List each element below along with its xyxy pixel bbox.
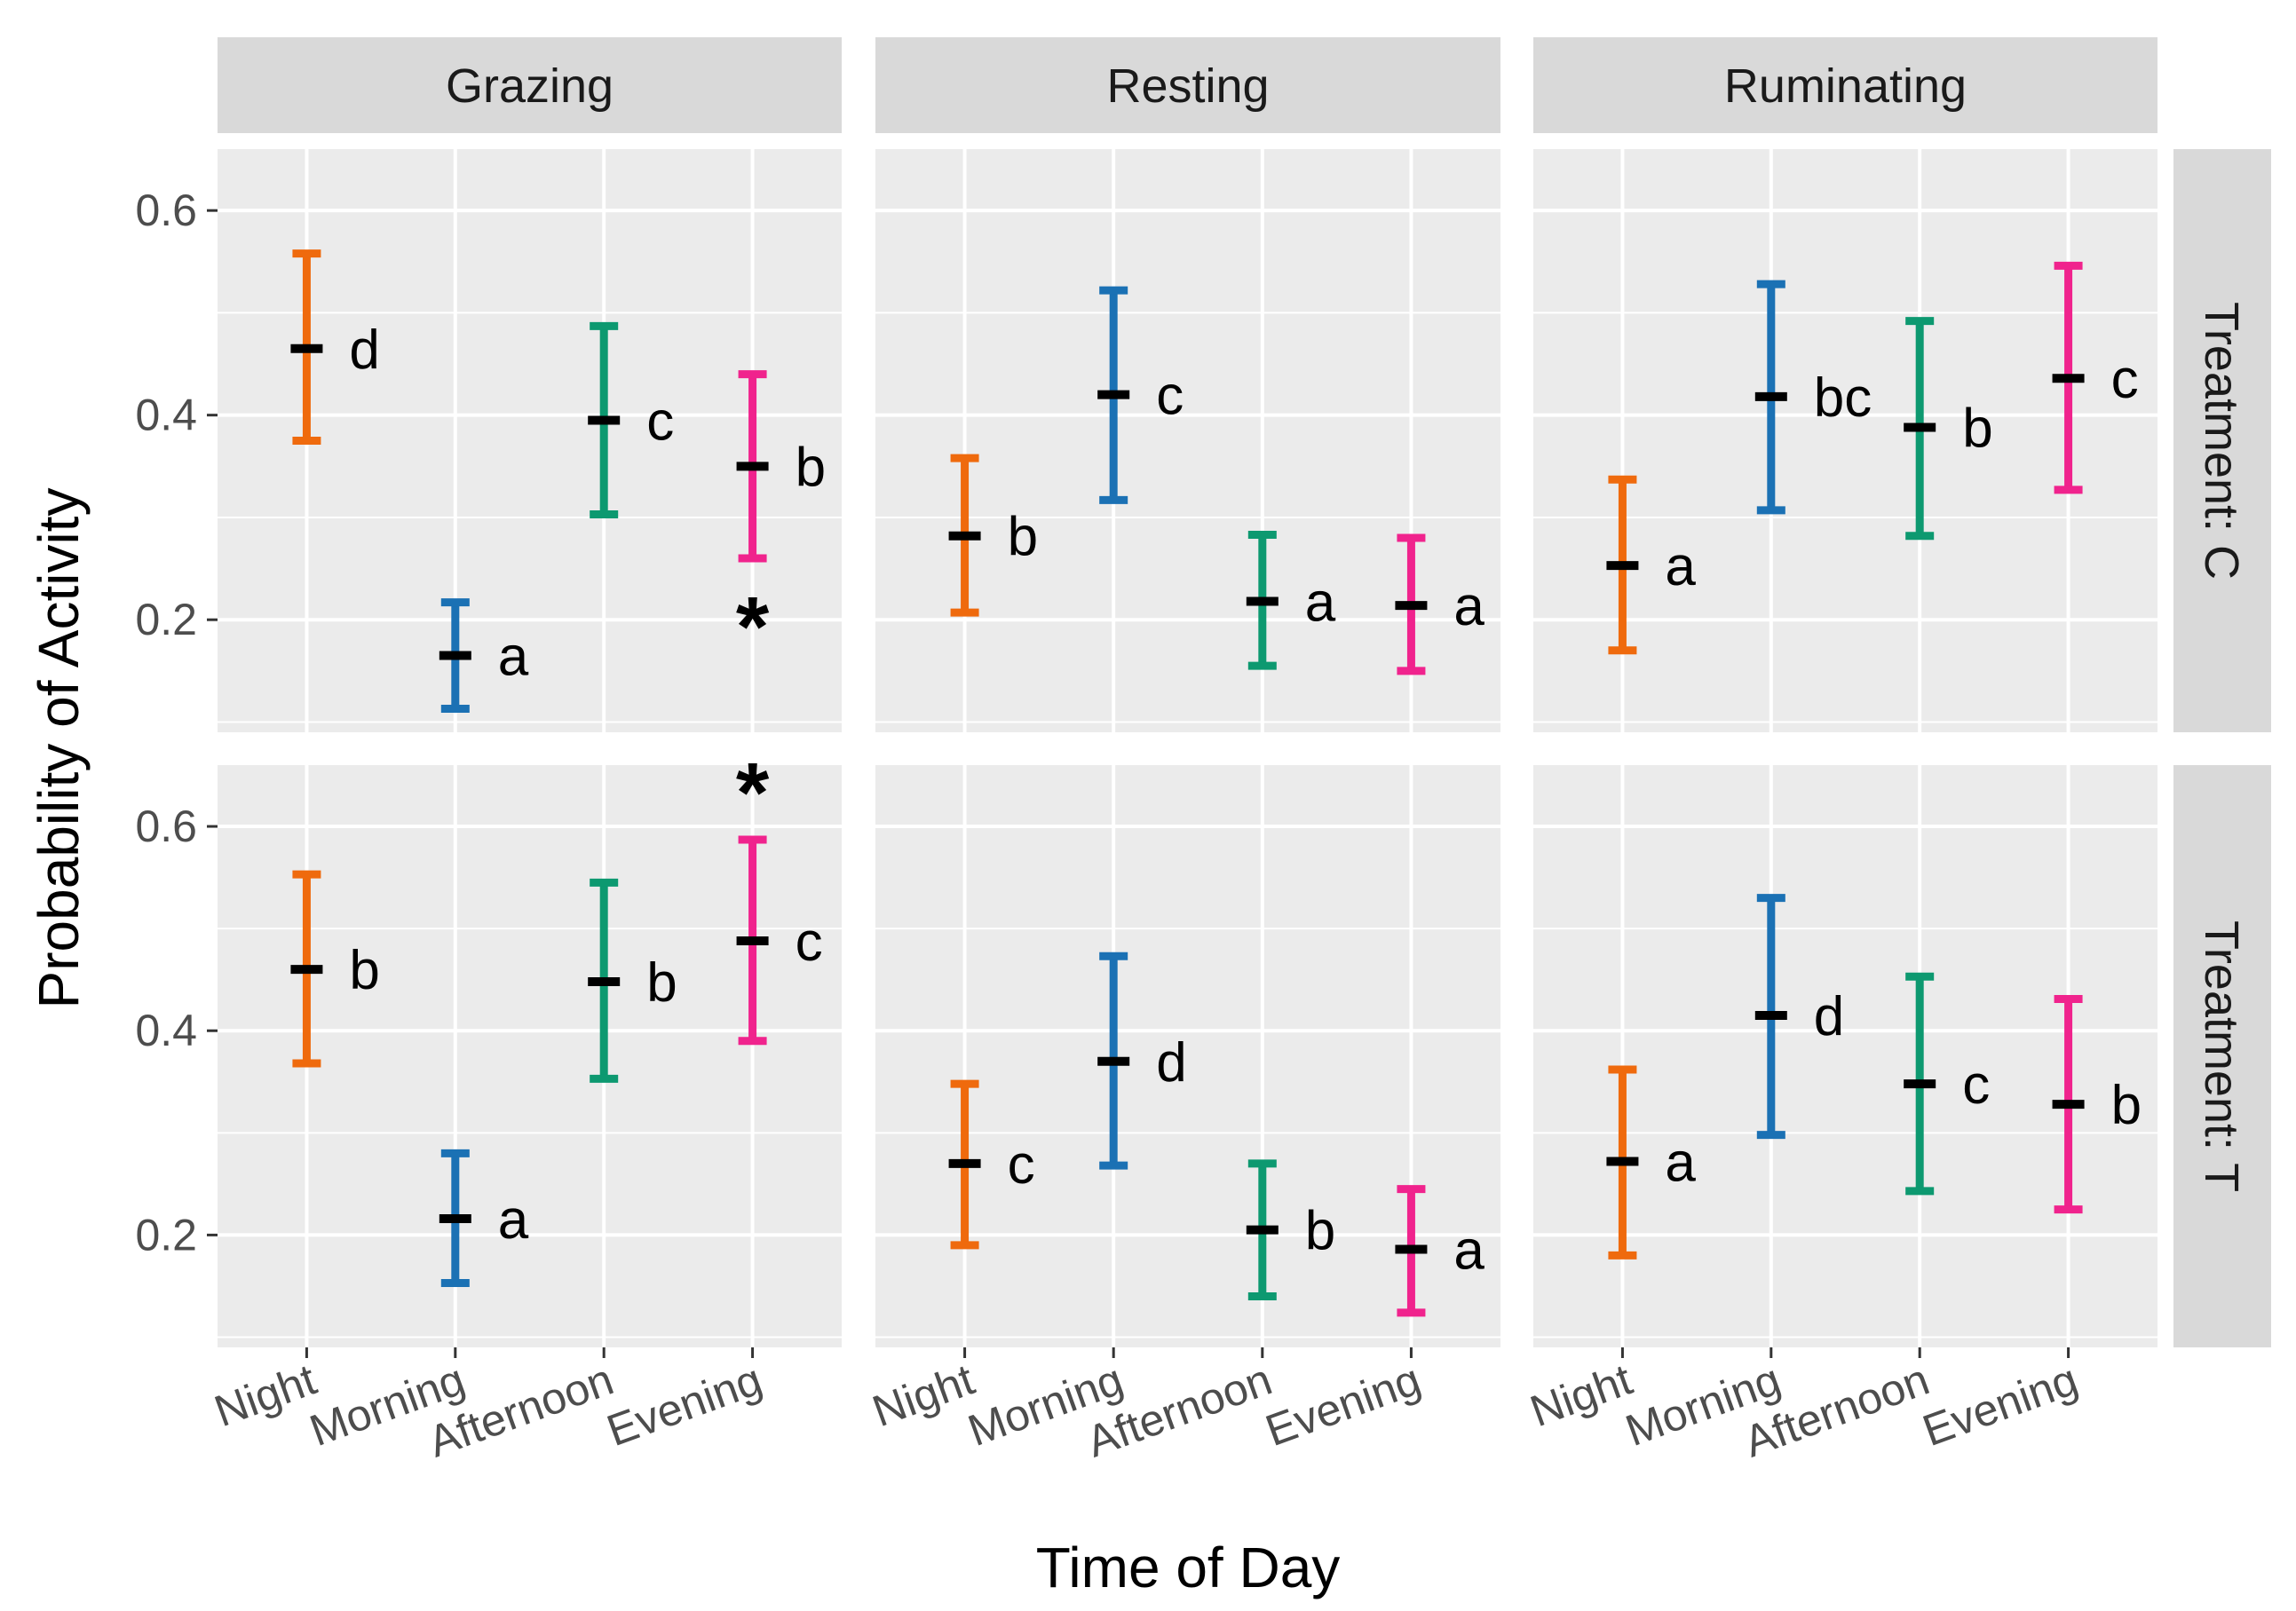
significance-letter: a <box>1453 1220 1484 1282</box>
significance-letter: c <box>2111 349 2139 410</box>
errorbar-resting-treatment-c-evening: a <box>1395 533 1484 675</box>
errorbar-grazing-treatment-t-morning: a <box>439 1149 529 1287</box>
strips-layer: Grazing Resting Ruminating Treatment: C Trea… <box>218 37 2271 1347</box>
errorbar-grazing-treatment-t-evening: c* <box>736 746 823 1046</box>
errorbar-resting-treatment-c-afternoon: a <box>1246 531 1336 670</box>
errorbar-ruminating-treatment-t-evening: b <box>2052 995 2142 1214</box>
strip-label-treatment-t: Treatment: T <box>2195 920 2248 1192</box>
strip-grazing <box>218 37 842 133</box>
x-tick-label-evening: Evening <box>1259 1354 1427 1456</box>
x-tick-label-night: Night <box>866 1354 980 1437</box>
significance-letter: b <box>646 952 677 1014</box>
x-axis-title: Time of Day <box>1036 1536 1341 1599</box>
errorbar-ruminating-treatment-c-night: a <box>1606 475 1696 655</box>
significance-letter: a <box>498 1189 529 1251</box>
y-tick-label: 0.2 <box>135 595 197 644</box>
significance-star: * <box>736 580 770 675</box>
errorbar-ruminating-treatment-c-morning: bc <box>1754 280 1872 515</box>
panel-background-grazing-treatment-c <box>218 149 842 732</box>
significance-letter: c <box>1156 366 1184 427</box>
significance-letter: d <box>1156 1032 1186 1094</box>
x-tick-label-night: Night <box>1524 1354 1638 1437</box>
errorbar-grazing-treatment-c-night: d <box>290 249 380 445</box>
errorbar-ruminating-treatment-c-evening: c <box>2052 261 2139 494</box>
errorbar-grazing-treatment-c-evening: b* <box>736 370 826 675</box>
x-tick-label-night: Night <box>208 1354 322 1437</box>
significance-letter: a <box>1665 1133 1696 1194</box>
errorbar-grazing-treatment-t-night: b <box>290 870 380 1068</box>
significance-letter: a <box>1305 572 1336 633</box>
panels-layer <box>218 149 2157 1347</box>
significance-letter: d <box>349 320 379 381</box>
errorbar-ruminating-treatment-c-afternoon: b <box>1904 317 1993 541</box>
y-tick-label: 0.6 <box>135 186 197 235</box>
y-tick-label: 0.4 <box>135 391 197 440</box>
x-tick-label-evening: Evening <box>600 1354 768 1456</box>
significance-star: * <box>736 746 770 841</box>
significance-letter: a <box>1665 536 1696 597</box>
significance-letter: b <box>349 940 379 1001</box>
panel-background-grazing-treatment-t <box>218 765 842 1347</box>
strip-treatment-t <box>2173 765 2271 1347</box>
y-tick-label: 0.6 <box>135 802 197 851</box>
errorbar-grazing-treatment-c-morning: a <box>439 598 529 713</box>
errorbar-resting-treatment-t-afternoon: b <box>1246 1159 1335 1300</box>
strip-label-ruminating: Ruminating <box>1724 59 1967 113</box>
significance-letter: b <box>1008 507 1038 568</box>
errorbar-grazing-treatment-c-afternoon: c <box>588 321 674 518</box>
significance-letter: c <box>1962 1054 1990 1116</box>
significance-letter: c <box>1008 1134 1035 1196</box>
errorbar-resting-treatment-c-night: b <box>948 454 1038 617</box>
strip-label-treatment-c: Treatment: C <box>2195 302 2248 580</box>
strip-label-resting: Resting <box>1106 59 1269 113</box>
strip-resting <box>875 37 1500 133</box>
errorbar-ruminating-treatment-t-night: a <box>1606 1065 1696 1260</box>
y-tick-label: 0.2 <box>135 1210 197 1260</box>
errorbar-resting-treatment-t-evening: a <box>1395 1185 1484 1317</box>
errorbar-ruminating-treatment-t-afternoon: c <box>1904 972 1990 1196</box>
y-tick-label: 0.4 <box>135 1006 197 1055</box>
errorbar-resting-treatment-c-morning: c <box>1097 286 1184 504</box>
significance-letter: c <box>646 391 674 452</box>
significance-letter: b <box>1962 399 1992 460</box>
significance-letter: a <box>1453 576 1484 637</box>
significance-letter: c <box>796 912 823 973</box>
significance-letter: b <box>1305 1201 1335 1262</box>
errorbar-resting-treatment-t-morning: d <box>1097 952 1187 1170</box>
strip-label-grazing: Grazing <box>446 59 614 113</box>
strip-ruminating <box>1533 37 2157 133</box>
errorbar-ruminating-treatment-t-morning: d <box>1754 894 1844 1140</box>
panel-background-resting-treatment-c <box>875 149 1500 732</box>
panel-background-ruminating-treatment-c <box>1533 149 2157 732</box>
x-tick-label-evening: Evening <box>1916 1354 2084 1456</box>
errorbar-resting-treatment-t-night: c <box>948 1079 1035 1250</box>
significance-letter: a <box>498 627 529 688</box>
panel-background-resting-treatment-t <box>875 765 1500 1347</box>
significance-letter: b <box>796 437 826 498</box>
significance-letter: d <box>1814 986 1844 1047</box>
errorbar-grazing-treatment-t-afternoon: b <box>588 878 677 1083</box>
y-axis-title: Probability of Activity <box>27 488 91 1009</box>
significance-letter: b <box>2111 1075 2142 1136</box>
panel-background-ruminating-treatment-t <box>1533 765 2157 1347</box>
strip-treatment-c <box>2173 149 2271 732</box>
significance-letter: bc <box>1814 367 1872 429</box>
